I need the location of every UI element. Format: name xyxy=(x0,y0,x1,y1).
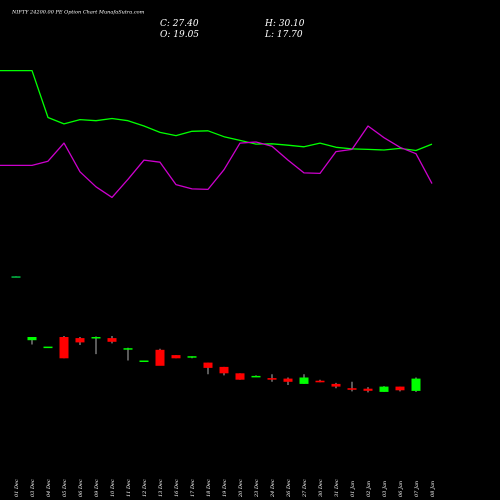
x-tick-label: 13 Dec xyxy=(158,479,164,497)
candle-body xyxy=(379,386,389,392)
x-tick-label: 05 Dec xyxy=(62,479,68,497)
candle-01-dec xyxy=(11,276,21,278)
x-tick-label: 07 Jan xyxy=(414,481,420,497)
x-tick-label: 17 Dec xyxy=(190,479,196,497)
chart-title: NIFTY 24200.00 PE Option Chart MunafaSut… xyxy=(11,10,145,16)
x-tick-label: 23 Dec xyxy=(254,479,260,498)
candle-07-jan xyxy=(411,377,421,392)
x-tick-label: 01 Dec xyxy=(14,479,20,497)
candle-body xyxy=(27,337,37,341)
x-tick-label: 02 Jan xyxy=(366,481,372,497)
candle-10-dec xyxy=(107,336,117,344)
candle-body xyxy=(283,378,293,382)
candle-26-dec xyxy=(283,377,293,385)
candle-body xyxy=(347,388,357,390)
x-tick-label: 31 Dec xyxy=(334,479,340,497)
x-tick-label: 24 Dec xyxy=(270,479,276,498)
candle-body xyxy=(219,366,229,374)
candle-06-jan xyxy=(395,386,405,392)
candle-body xyxy=(155,349,165,366)
candle-27-dec xyxy=(299,374,309,384)
candle-body xyxy=(331,383,341,387)
x-tick-label: 26 Dec xyxy=(286,479,292,498)
low-value: L: 17.70 xyxy=(264,30,303,40)
candle-body xyxy=(411,378,421,391)
candle-body xyxy=(43,346,53,349)
candle-body xyxy=(251,375,261,378)
candle-body xyxy=(299,377,309,384)
candle-16-dec xyxy=(171,355,181,359)
candle-12-dec xyxy=(139,360,149,362)
candle-body xyxy=(187,356,197,358)
high-value: H: 30.10 xyxy=(264,19,305,29)
candle-body xyxy=(267,378,277,380)
candle-01-jan xyxy=(347,381,357,392)
candle-23-dec xyxy=(251,375,261,378)
x-tick-label: 12 Dec xyxy=(142,479,148,497)
x-tick-label: 10 Dec xyxy=(110,479,116,497)
x-tick-label: 06 Jan xyxy=(398,481,404,497)
close-value: C: 27.40 xyxy=(160,19,199,29)
candle-body xyxy=(11,276,21,278)
candle-18-dec xyxy=(203,362,213,375)
candle-body xyxy=(139,360,149,362)
candle-17-dec xyxy=(187,356,197,359)
candle-body xyxy=(123,348,133,350)
x-tick-label: 08 Jan xyxy=(430,481,436,497)
candle-body xyxy=(235,373,245,380)
x-tick-label: 03 Dec xyxy=(30,479,36,497)
candle-body xyxy=(203,362,213,368)
candle-30-dec xyxy=(315,379,325,383)
candle-body xyxy=(91,337,101,339)
candle-body xyxy=(395,386,405,391)
candle-20-dec xyxy=(235,373,245,380)
x-tick-label: 03 Jan xyxy=(382,481,388,497)
indicator-line-1 xyxy=(0,69,433,152)
candle-03-dec xyxy=(27,337,37,345)
indicator-line-2 xyxy=(0,125,433,199)
candle-06-dec xyxy=(75,337,85,345)
candle-24-dec xyxy=(267,374,277,382)
x-tick-label: 09 Dec xyxy=(94,479,100,497)
candle-body xyxy=(363,388,373,391)
candle-13-dec xyxy=(155,348,165,366)
x-tick-label: 06 Dec xyxy=(78,479,84,497)
candle-04-dec xyxy=(43,346,53,349)
candle-body xyxy=(171,355,181,359)
x-tick-label: 19 Dec xyxy=(222,479,228,497)
x-tick-label: 16 Dec xyxy=(174,479,180,497)
x-axis-tick-labels: 01 Dec 03 Dec 04 Dec 05 Dec 06 Dec 09 Dec 10 D… xyxy=(14,479,436,498)
x-tick-label: 04 Dec xyxy=(46,479,52,497)
candle-09-dec xyxy=(91,336,101,355)
indicator-lines xyxy=(0,69,433,199)
candle-body xyxy=(75,338,85,343)
candle-03-jan xyxy=(379,386,389,392)
candle-05-dec xyxy=(59,336,69,359)
candle-31-dec xyxy=(331,382,341,389)
candle-body xyxy=(59,337,69,359)
x-tick-label: 20 Dec xyxy=(238,479,244,498)
x-tick-label: 01 Jan xyxy=(350,481,356,497)
x-tick-label: 30 Dec xyxy=(318,479,324,497)
candle-body xyxy=(107,338,117,342)
candlesticks xyxy=(11,276,421,393)
candle-body xyxy=(315,380,325,383)
x-tick-label: 11 Dec xyxy=(126,479,132,497)
x-tick-label: 27 Dec xyxy=(302,479,308,498)
x-tick-label: 18 Dec xyxy=(206,479,212,497)
candle-02-jan xyxy=(363,387,373,393)
candle-11-dec xyxy=(123,347,133,361)
candle-19-dec xyxy=(219,366,229,376)
open-value: O: 19.05 xyxy=(160,30,199,40)
